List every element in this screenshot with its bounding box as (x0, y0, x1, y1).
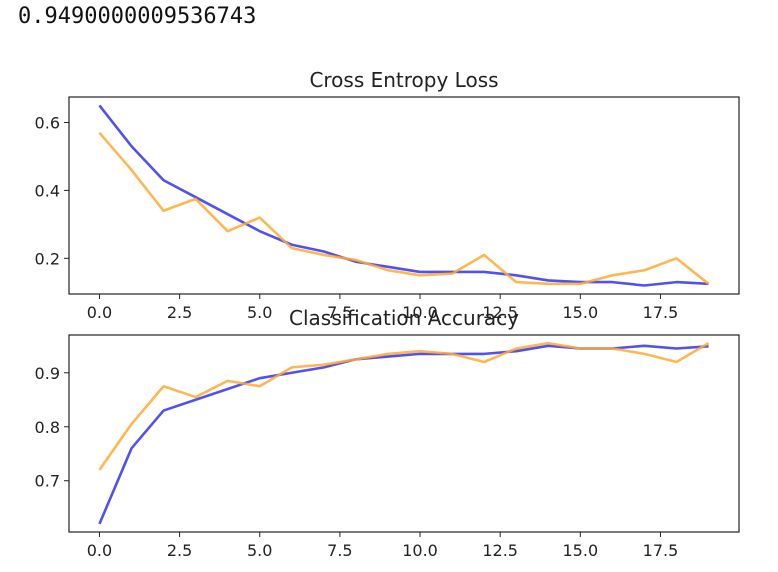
accuracy-chart-x-tick-label: 17.5 (643, 541, 679, 560)
loss-chart: 0.0 2.5 5.0 7.5 10.0 12.5 15.0 17.5 0.2 0.4 0.6 Cro… (35, 68, 740, 322)
accuracy-chart-x-tick-label: 15.0 (563, 541, 599, 560)
loss-chart-axes-frame (68, 96, 740, 295)
accuracy-chart-axes-frame (68, 334, 740, 533)
accuracy-chart: 0.0 2.5 5.0 7.5 10.0 12.5 15.0 17.5 0.7 0.8 0.9 Cla… (35, 306, 740, 560)
accuracy-chart-y-tick-label: 0.8 (35, 418, 60, 437)
accuracy-chart-y-tick-label: 0.9 (35, 364, 60, 383)
loss-chart-blue-series-line (98, 104, 709, 287)
accuracy-chart-x-tick-label: 2.5 (167, 541, 192, 560)
accuracy-chart-orange-series-line (98, 341, 710, 471)
loss-chart-x-tick-label: 0.0 (87, 303, 112, 322)
loss-chart-title: Cross Entropy Loss (309, 68, 498, 92)
loss-chart-x-tick-label: 2.5 (167, 303, 192, 322)
loss-chart-x-tick-label: 10.0 (402, 303, 438, 322)
loss-chart-x-tick-label: 5.0 (247, 303, 272, 322)
loss-chart-x-tick-label: 12.5 (482, 303, 518, 322)
accuracy-chart-title: Classification Accuracy (289, 306, 519, 330)
loss-chart-y-tick-label: 0.6 (35, 113, 60, 132)
loss-chart-x-tick-label: 17.5 (643, 303, 679, 322)
loss-chart-x-tick-label: 15.0 (563, 303, 599, 322)
accuracy-chart-x-tick-label: 12.5 (482, 541, 518, 560)
accuracy-chart-x-tick-label: 0.0 (87, 541, 112, 560)
accuracy-chart-blue-series-line (98, 344, 709, 525)
cell-output-text: 0.9490000009536743 (18, 4, 257, 29)
accuracy-chart-y-tick-label: 0.7 (35, 472, 60, 491)
accuracy-chart-x-tick-label: 5.0 (247, 541, 272, 560)
accuracy-chart-x-tick-label: 7.5 (327, 541, 352, 560)
loss-chart-orange-series-line (98, 131, 710, 286)
loss-chart-y-tick-label: 0.2 (35, 249, 60, 268)
accuracy-chart-x-tick-label: 10.0 (402, 541, 438, 560)
loss-chart-y-tick-label: 0.4 (35, 181, 60, 200)
loss-chart-x-tick-label: 7.5 (327, 303, 352, 322)
